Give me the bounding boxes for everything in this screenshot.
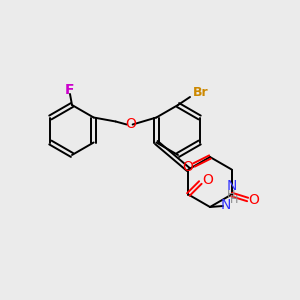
Text: O: O xyxy=(125,118,136,131)
Text: H: H xyxy=(230,195,238,205)
Text: N: N xyxy=(226,178,237,193)
Text: N: N xyxy=(221,198,231,212)
Text: O: O xyxy=(183,160,194,174)
Text: O: O xyxy=(202,172,213,187)
Text: O: O xyxy=(248,194,259,208)
Text: F: F xyxy=(65,83,75,97)
Text: Br: Br xyxy=(193,86,209,100)
Text: H: H xyxy=(226,190,235,200)
